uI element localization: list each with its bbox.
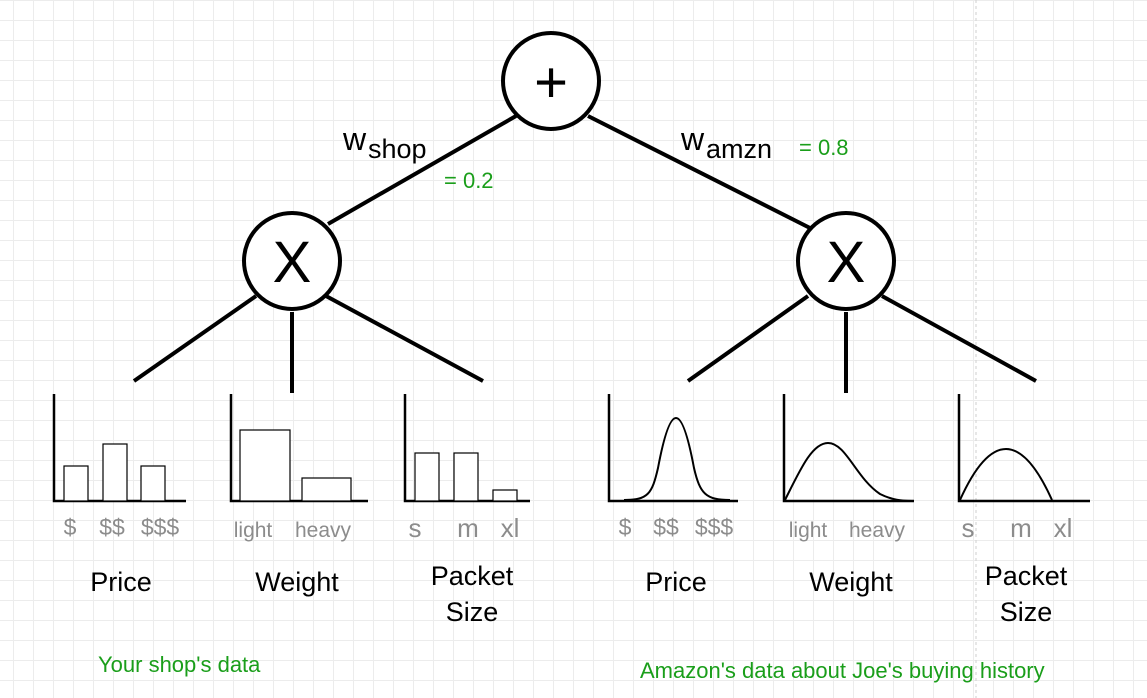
weight-amzn-label: w amzn = 0.8	[680, 121, 849, 164]
tick-label: m	[1010, 513, 1032, 543]
right-packet-size-density: s m xl Packet Size	[957, 394, 1090, 627]
tick-label: s	[409, 513, 422, 543]
right-price-density: $ $$ $$$ Price	[607, 394, 738, 597]
left-weight-histogram: light heavy Weight	[229, 394, 368, 597]
tick-label: m	[457, 513, 479, 543]
times-symbol: X	[827, 230, 866, 295]
tick-label: light	[234, 519, 273, 542]
edge-right-product-to-packet-size	[881, 294, 1037, 383]
axis	[403, 394, 530, 503]
histogram-bar	[239, 429, 291, 502]
feature-title: Packet	[985, 561, 1068, 591]
weight-shop-label: w shop = 0.2	[342, 121, 494, 193]
axis	[607, 394, 738, 503]
histogram-bar	[492, 489, 518, 502]
edge-root-to-left-product	[327, 114, 517, 226]
tick-label: heavy	[849, 519, 906, 542]
tick-label: light	[789, 519, 828, 542]
histogram-bar	[453, 452, 479, 502]
edge-root-to-right-product	[587, 114, 811, 230]
tick-label: xl	[1054, 513, 1073, 543]
sum-node: +	[501, 31, 601, 131]
arc-curve	[959, 448, 1053, 501]
histogram-bar	[102, 443, 128, 502]
tick-label: xl	[501, 513, 520, 543]
weight-shop-value: = 0.2	[444, 168, 494, 193]
left-product-node: X	[242, 211, 342, 311]
left-caption: Your shop's data	[98, 652, 261, 677]
plus-symbol: +	[534, 50, 568, 115]
tick-label: heavy	[295, 519, 352, 542]
right-product-node-circle	[796, 211, 896, 311]
tick-label: $$	[653, 514, 679, 540]
edge-right-product-to-price	[686, 294, 810, 383]
weight-shop-subscript: shop	[368, 134, 427, 164]
feature-title: Price	[90, 567, 152, 597]
feature-title: Size	[446, 597, 499, 627]
tick-label: $	[64, 514, 77, 540]
times-symbol: X	[273, 230, 312, 295]
tick-label: $$$	[141, 514, 180, 540]
right-weight-density: light heavy Weight	[782, 394, 914, 597]
edge-left-product-to-packet-size	[325, 294, 484, 383]
edge-left-product-to-price	[132, 294, 258, 383]
skewed-curve	[784, 441, 913, 502]
weight-shop-symbol: w	[342, 121, 367, 157]
gaussian-curve	[623, 416, 731, 501]
left-packet-size-histogram: s m xl Packet Size	[403, 394, 530, 627]
feature-title: Packet	[431, 561, 514, 591]
right-caption: Amazon's data about Joe's buying history	[640, 658, 1045, 683]
feature-title: Price	[645, 567, 707, 597]
weight-amzn-value: = 0.8	[799, 135, 849, 160]
axis	[957, 394, 1090, 503]
histogram-bar	[414, 452, 440, 502]
feature-title: Size	[1000, 597, 1053, 627]
sum-node-circle	[501, 31, 601, 131]
tick-label: $$$	[695, 514, 734, 540]
weight-amzn-subscript: amzn	[706, 134, 772, 164]
feature-title: Weight	[809, 567, 893, 597]
tick-label: $$	[99, 514, 125, 540]
histogram-bar	[63, 465, 89, 502]
left-price-histogram: $ $$ $$$ Price	[52, 394, 186, 597]
right-product-node: X	[796, 211, 896, 311]
tick-label: $	[619, 514, 632, 540]
tick-label: s	[962, 513, 975, 543]
feature-title: Weight	[255, 567, 339, 597]
histogram-bar	[140, 465, 166, 502]
left-product-node-circle	[242, 211, 342, 311]
axis	[782, 394, 914, 503]
histogram-bar	[301, 477, 352, 502]
weight-amzn-symbol: w	[680, 121, 705, 157]
